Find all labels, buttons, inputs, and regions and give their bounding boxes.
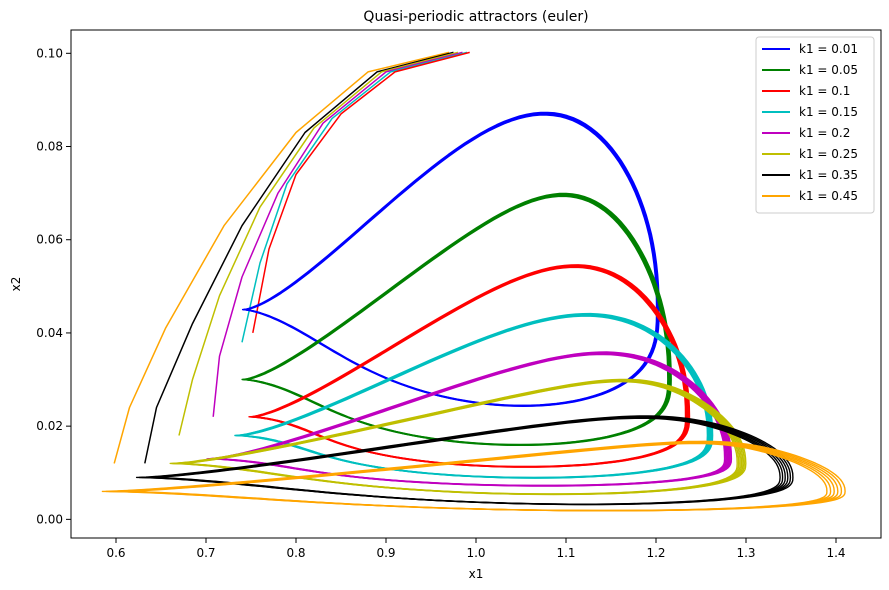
series-line <box>135 415 794 506</box>
attractor-loop <box>241 111 660 407</box>
y-tick-label: 0.10 <box>36 46 63 60</box>
transient-line <box>144 51 454 464</box>
x-tick-label: 1.1 <box>556 546 575 560</box>
legend-entry: k1 = 0.15 <box>799 105 858 119</box>
attractor-loop <box>241 192 672 446</box>
attractor-loop <box>101 440 846 512</box>
legend-entry: k1 = 0.01 <box>799 42 858 56</box>
series-line <box>241 192 672 446</box>
attractor-loop <box>248 264 691 468</box>
y-tick-label: 0.04 <box>36 326 63 340</box>
y-tick-label: 0.08 <box>36 140 63 154</box>
series-line <box>234 312 714 479</box>
attractor-loop <box>135 415 794 506</box>
chart-title: Quasi-periodic attractors (euler) <box>363 9 588 25</box>
legend-entry: k1 = 0.2 <box>799 126 850 140</box>
legend-entry: k1 = 0.45 <box>799 189 858 203</box>
x-tick-label: 1.4 <box>826 546 845 560</box>
x-tick-label: 1.0 <box>466 546 485 560</box>
transient-line <box>212 51 463 417</box>
series-line <box>101 440 846 512</box>
y-tick-label: 0.02 <box>36 419 63 433</box>
legend-entry: k1 = 0.05 <box>799 63 858 77</box>
x-axis: 0.6 0.7 0.8 0.9 1.0 1.1 1.2 1.3 1.4 <box>106 538 846 560</box>
series-line <box>248 264 691 468</box>
x-tick-label: 0.7 <box>196 546 215 560</box>
transient-line <box>252 51 470 334</box>
attractor-loop <box>169 378 747 496</box>
transient-line <box>113 51 450 464</box>
legend: k1 = 0.01 k1 = 0.05 k1 = 0.1 k1 = 0.15 k1 = … <box>755 36 875 214</box>
transient-line <box>241 51 468 343</box>
x-tick-label: 0.6 <box>106 546 125 560</box>
y-tick-label: 0.00 <box>36 512 63 526</box>
legend-entry: k1 = 0.1 <box>799 84 850 98</box>
legend-entry: k1 = 0.25 <box>799 147 858 161</box>
x-tick-label: 1.3 <box>736 546 755 560</box>
transient-line <box>178 51 459 436</box>
x-axis-label: x1 <box>469 567 484 581</box>
legend-box <box>755 36 875 214</box>
attractor-loop <box>234 312 714 479</box>
y-axis: 0.00 0.02 0.04 0.06 0.08 0.10 <box>36 46 71 526</box>
legend-entry: k1 = 0.35 <box>799 168 858 182</box>
x-tick-label: 0.9 <box>376 546 395 560</box>
y-tick-label: 0.06 <box>36 233 63 247</box>
x-tick-label: 0.8 <box>286 546 305 560</box>
series-line <box>169 378 747 496</box>
y-axis-label: x2 <box>9 277 23 292</box>
x-tick-label: 1.2 <box>646 546 665 560</box>
plot-curves <box>101 51 846 512</box>
series-line <box>241 111 660 407</box>
